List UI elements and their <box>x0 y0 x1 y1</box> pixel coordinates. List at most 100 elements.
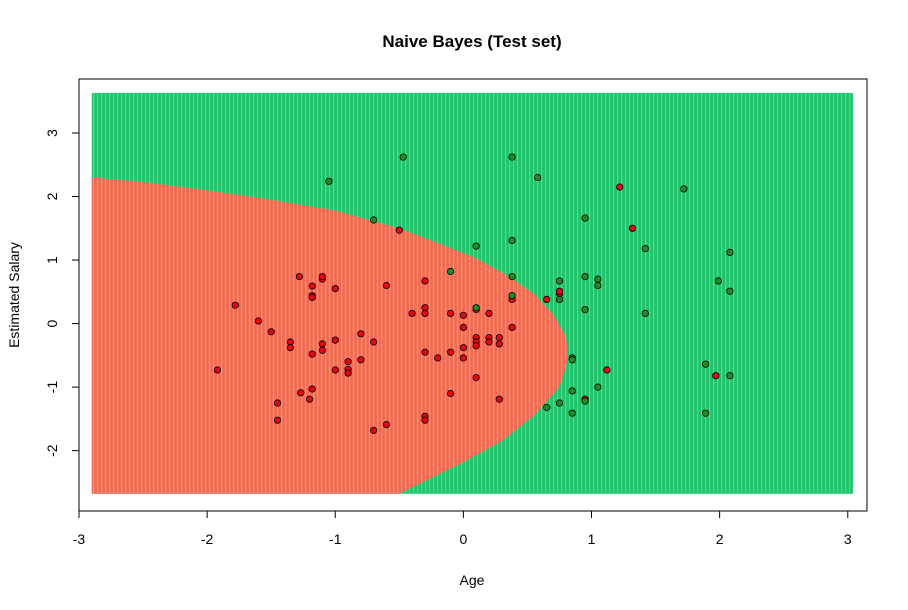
data-point-class-1 <box>568 387 576 395</box>
data-point-class-0 <box>331 284 339 293</box>
data-point-class-0 <box>295 272 303 281</box>
y-tick-label: 0 <box>44 319 60 327</box>
data-point-class-0 <box>286 344 294 352</box>
data-point-class-0 <box>308 293 316 302</box>
data-point-class-1 <box>680 185 688 193</box>
y-tick-label: -1 <box>44 381 60 394</box>
data-point-class-0 <box>485 309 493 317</box>
data-point-class-1 <box>508 272 516 281</box>
y-tick-label: -2 <box>44 444 60 457</box>
data-point-class-0 <box>331 336 339 344</box>
data-point-class-0 <box>543 295 551 303</box>
data-point-class-1 <box>399 153 407 161</box>
data-point-class-0 <box>318 272 326 281</box>
data-point-class-0 <box>495 395 503 403</box>
y-tick-label: 1 <box>44 256 60 264</box>
data-point-class-0 <box>421 416 429 424</box>
data-point-class-0 <box>357 330 365 338</box>
data-point-class-0 <box>459 344 467 352</box>
data-point-class-0 <box>712 372 720 380</box>
axes: -3 -2 -1 0 1 2 3 -2 -1 0 1 2 3 <box>44 129 852 547</box>
data-point-class-0 <box>495 333 503 342</box>
data-point-class-0 <box>213 366 221 374</box>
data-point-class-1 <box>446 267 455 276</box>
data-point-class-0 <box>318 340 326 348</box>
x-tick-label: -1 <box>329 531 342 547</box>
data-point-class-0 <box>472 373 480 382</box>
data-point-class-1 <box>641 309 649 317</box>
data-point-class-1 <box>555 295 564 303</box>
data-point-class-1 <box>325 177 333 185</box>
class-0-region <box>91 177 569 494</box>
data-point-class-0 <box>446 309 455 317</box>
data-point-class-1 <box>714 277 723 285</box>
data-point-class-1 <box>594 281 602 290</box>
data-point-class-0 <box>485 338 493 346</box>
x-tick-label: -3 <box>73 531 86 547</box>
data-point-class-1 <box>534 173 542 182</box>
data-point-class-0 <box>616 183 624 191</box>
data-point-class-0 <box>308 282 316 290</box>
data-point-class-1 <box>581 272 589 281</box>
data-point-class-0 <box>603 366 611 374</box>
test-set-points <box>213 153 734 434</box>
data-point-class-0 <box>446 389 455 398</box>
data-point-class-0 <box>254 317 262 325</box>
data-point-class-0 <box>421 277 429 285</box>
data-point-class-1 <box>701 409 710 417</box>
data-point-class-0 <box>273 399 282 407</box>
data-point-class-0 <box>555 287 564 295</box>
data-point-class-1 <box>581 214 589 222</box>
data-point-class-0 <box>395 226 403 234</box>
data-point-class-1 <box>370 216 378 224</box>
data-point-class-1 <box>508 291 516 300</box>
data-point-class-1 <box>472 304 480 312</box>
data-point-class-0 <box>459 311 467 319</box>
data-point-class-1 <box>581 305 589 314</box>
data-point-class-0 <box>273 416 282 424</box>
data-point-class-1 <box>594 383 602 391</box>
decision-grid-stripes <box>93 92 851 494</box>
y-tick-label: 3 <box>44 129 60 137</box>
chart-title: Naive Bayes (Test set) <box>382 32 561 51</box>
data-point-class-0 <box>344 369 352 377</box>
data-point-class-0 <box>308 350 316 358</box>
data-point-class-0 <box>231 301 239 309</box>
data-point-class-0 <box>370 338 378 346</box>
data-point-class-1 <box>555 277 564 285</box>
data-point-class-0 <box>267 328 275 336</box>
data-point-class-0 <box>421 309 429 317</box>
data-point-class-1 <box>568 356 576 364</box>
data-point-class-0 <box>370 426 378 434</box>
data-point-class-0 <box>459 323 467 331</box>
x-axis-label: Age <box>460 572 485 588</box>
data-point-class-1 <box>726 248 734 256</box>
data-point-class-1 <box>568 409 576 417</box>
data-point-class-0 <box>408 309 416 317</box>
y-axis-label: Estimated Salary <box>6 242 22 348</box>
data-point-class-0 <box>628 224 637 232</box>
data-point-class-0 <box>382 281 391 290</box>
data-point-class-1 <box>641 245 649 253</box>
data-point-class-1 <box>594 275 602 283</box>
data-point-class-1 <box>701 360 710 368</box>
data-point-class-0 <box>331 366 339 374</box>
data-point-class-0 <box>446 348 455 356</box>
x-tick-label: 0 <box>459 531 467 547</box>
data-point-class-1 <box>508 153 516 161</box>
data-point-class-1 <box>726 287 734 295</box>
y-tick-label: 2 <box>44 192 60 200</box>
data-point-class-0 <box>344 358 352 366</box>
data-point-class-0 <box>495 340 503 348</box>
x-tick-label: -2 <box>201 531 214 547</box>
x-tick-label: 3 <box>844 531 852 547</box>
data-point-class-0 <box>421 348 429 356</box>
data-point-class-0 <box>297 389 305 397</box>
x-tick-label: 1 <box>588 531 596 547</box>
data-point-class-0 <box>357 356 365 364</box>
data-point-class-1 <box>555 399 564 407</box>
data-point-class-1 <box>508 236 516 244</box>
data-point-class-0 <box>459 354 467 362</box>
data-point-class-0 <box>382 420 391 429</box>
data-point-class-1 <box>726 372 734 380</box>
